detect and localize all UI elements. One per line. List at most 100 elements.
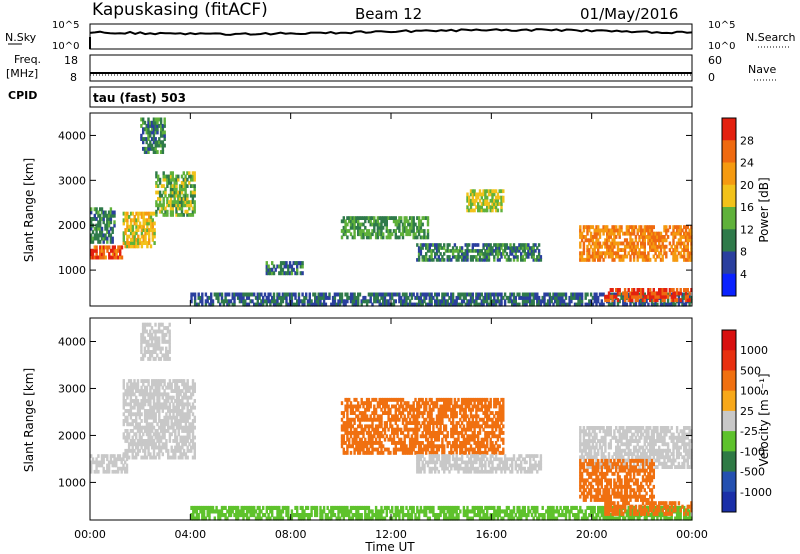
- power-cell: [405, 229, 408, 233]
- power-cell: [629, 231, 632, 236]
- velocity-cell: [417, 401, 421, 406]
- power-cell: [640, 251, 643, 256]
- velocity-cell: [575, 516, 578, 521]
- velocity-cell: [416, 441, 419, 445]
- velocity-cell: [184, 429, 188, 433]
- power-cell: [441, 258, 444, 262]
- power-cell: [428, 249, 431, 253]
- velocity-cell: [129, 382, 133, 387]
- velocity-cell: [140, 419, 143, 423]
- power-cell: [339, 295, 342, 300]
- velocity-cell: [152, 395, 156, 400]
- power-cell: [450, 292, 453, 297]
- power-cell: [432, 295, 435, 300]
- power-cell: [491, 292, 494, 297]
- power-cell: [421, 258, 424, 262]
- power-cell: [168, 181, 171, 185]
- power-cell: [512, 249, 516, 253]
- power-cell: [498, 258, 501, 262]
- velocity-cell: [202, 505, 206, 510]
- power-cell: [150, 146, 154, 151]
- velocity-cell: [367, 397, 371, 402]
- power-cell: [636, 298, 639, 303]
- velocity-cell: [410, 427, 414, 432]
- velocity-cell: [191, 429, 195, 433]
- velocity-cell: [394, 509, 397, 514]
- noise-trace: [89, 28, 693, 36]
- power-cell: [206, 299, 209, 304]
- velocity-cell: [206, 513, 209, 518]
- power-cell: [357, 229, 360, 233]
- power-cell: [681, 299, 684, 304]
- power-cell: [432, 243, 435, 247]
- power-cell: [491, 252, 494, 256]
- velocity-cell: [156, 409, 159, 413]
- power-cell: [649, 288, 652, 292]
- power-cell: [584, 292, 587, 297]
- velocity-cell: [179, 425, 182, 430]
- velocity-cell: [142, 382, 145, 387]
- power-cell: [108, 252, 111, 257]
- velocity-cell: [126, 448, 129, 453]
- velocity-cell: [355, 397, 358, 402]
- velocity-cell: [145, 432, 149, 437]
- power-cell: [346, 299, 349, 304]
- power-cell: [597, 225, 600, 230]
- power-cell: [378, 216, 381, 220]
- velocity-cell: [568, 513, 571, 518]
- velocity-cell: [365, 397, 369, 402]
- velocity-cell: [213, 509, 216, 514]
- power-cell: [113, 252, 116, 257]
- power-cell: [684, 244, 688, 249]
- power-cell: [435, 258, 439, 262]
- power-cell: [394, 232, 397, 237]
- power-cell: [622, 295, 625, 300]
- velocity-cell: [340, 424, 344, 429]
- power-cell: [180, 200, 184, 204]
- power-cell: [129, 228, 133, 232]
- power-cell: [690, 228, 693, 233]
- power-cell: [97, 233, 100, 238]
- power-cell: [548, 295, 552, 300]
- velocity-cell: [172, 452, 175, 457]
- power-cell: [389, 229, 392, 233]
- velocity-cell: [177, 448, 180, 453]
- power-cell: [649, 291, 652, 296]
- power-cell: [688, 238, 691, 243]
- power-cell: [166, 200, 169, 204]
- power-cell: [189, 200, 193, 204]
- power-cell: [351, 299, 354, 304]
- power-cell: [119, 248, 122, 253]
- velocity-cell: [140, 435, 143, 440]
- velocity-cell: [190, 448, 193, 453]
- velocity-cell: [344, 509, 347, 514]
- power-cell: [622, 257, 625, 262]
- power-cell: [140, 133, 143, 138]
- velocity-cell: [376, 404, 380, 409]
- power-cell: [686, 251, 689, 256]
- velocity-cell: [276, 509, 279, 514]
- velocity-cell: [201, 513, 204, 518]
- power-cell: [260, 292, 263, 297]
- velocity-cell: [575, 505, 578, 510]
- power-cell: [120, 255, 124, 260]
- velocity-cell: [152, 452, 156, 457]
- velocity-cell: [172, 402, 175, 407]
- velocity-cell: [165, 419, 168, 423]
- power-cell: [272, 302, 276, 307]
- velocity-cell: [401, 404, 405, 409]
- power-cell: [652, 225, 655, 230]
- velocity-cell: [398, 411, 401, 415]
- velocity-cell: [462, 513, 466, 518]
- power-cell: [491, 205, 494, 210]
- velocity-cell: [342, 434, 345, 439]
- velocity-cell: [145, 379, 149, 383]
- power-cell: [274, 299, 277, 304]
- velocity-cell: [530, 505, 534, 510]
- velocity-cell: [330, 505, 333, 510]
- power-cell: [126, 224, 129, 229]
- power-cell: [163, 124, 166, 128]
- power-cell: [593, 292, 596, 297]
- power-cell: [505, 246, 509, 250]
- velocity-cell: [186, 445, 189, 450]
